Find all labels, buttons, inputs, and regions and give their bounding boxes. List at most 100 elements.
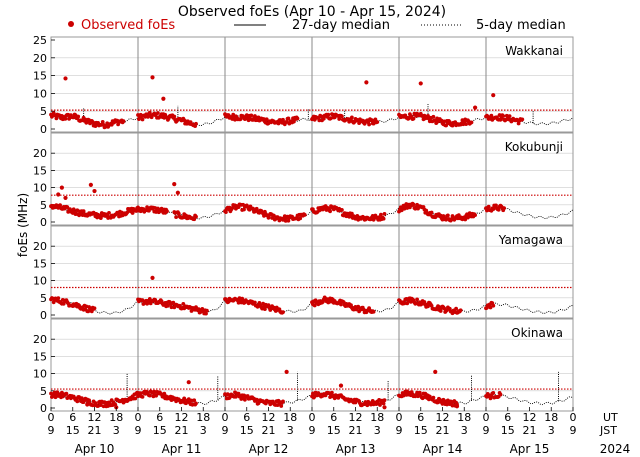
observed-point bbox=[330, 112, 335, 117]
observed-point bbox=[438, 309, 443, 313]
ut-label: UT bbox=[603, 411, 618, 424]
observed-outlier bbox=[338, 383, 344, 388]
observed-point bbox=[491, 391, 496, 395]
observed-point bbox=[54, 116, 59, 121]
observed-point bbox=[238, 117, 243, 122]
legend: Observed foEs 27-day median 5-day median bbox=[68, 18, 566, 33]
observed-outlier bbox=[473, 105, 478, 110]
x-tick-ut-label: 18 bbox=[544, 411, 558, 424]
station-label: Kokubunji bbox=[505, 140, 563, 154]
x-tick-ut-label: 18 bbox=[370, 411, 384, 424]
observed-point bbox=[196, 307, 201, 311]
observed-point bbox=[463, 217, 468, 222]
observed-outlier bbox=[186, 380, 191, 385]
y-tick-label: 5 bbox=[40, 105, 47, 118]
legend-5day-label: 5-day median bbox=[476, 18, 566, 33]
observed-outlier bbox=[150, 275, 155, 280]
x-tick-ut-label: 0 bbox=[483, 411, 490, 424]
x-tick-jst-label: 15 bbox=[240, 424, 254, 437]
panel-frame bbox=[50, 36, 574, 133]
observed-point bbox=[317, 118, 322, 123]
observed-point bbox=[256, 401, 261, 406]
x-tick-ut-label: 0 bbox=[48, 411, 55, 424]
year-label: 2024 bbox=[600, 442, 631, 456]
observed-point bbox=[133, 396, 138, 401]
observed-point bbox=[295, 116, 300, 121]
observed-point bbox=[382, 398, 387, 403]
observed-point bbox=[189, 398, 194, 403]
observed-outlier bbox=[63, 76, 68, 81]
observed-point bbox=[312, 303, 317, 308]
y-tick-label: 20 bbox=[33, 52, 47, 65]
observed-point bbox=[379, 212, 383, 217]
x-tick-ut-label: 18 bbox=[109, 411, 123, 424]
y-tick-label: 25 bbox=[33, 34, 47, 47]
x-tick-ut-label: 12 bbox=[262, 411, 276, 424]
x-tick-jst-label: 3 bbox=[374, 424, 381, 437]
station-label: Yamagawa bbox=[498, 233, 563, 247]
x-tick-jst-label: 21 bbox=[262, 424, 276, 437]
observed-point bbox=[371, 309, 376, 314]
y-tick-label: 0 bbox=[40, 216, 47, 229]
observed-outlier bbox=[56, 192, 61, 197]
observed-point bbox=[162, 391, 167, 396]
observed-point bbox=[341, 300, 346, 304]
y-tick-label: 15 bbox=[33, 70, 47, 83]
observed-outlier bbox=[175, 190, 180, 195]
panel-frame bbox=[50, 132, 574, 226]
x-tick-ut-label: 0 bbox=[396, 411, 403, 424]
x-tick-jst-label: 3 bbox=[461, 424, 468, 437]
y-tick-label: 15 bbox=[33, 164, 47, 177]
observed-point bbox=[75, 399, 80, 404]
x-tick-ut-label: 6 bbox=[243, 411, 250, 424]
observed-point bbox=[431, 114, 436, 119]
observed-point bbox=[227, 396, 232, 400]
observed-point bbox=[426, 304, 430, 309]
observed-point bbox=[491, 207, 496, 212]
x-tick-jst-label: 9 bbox=[483, 424, 490, 437]
observed-point bbox=[494, 203, 498, 208]
observed-point bbox=[367, 122, 371, 127]
x-tick-jst-label: 9 bbox=[309, 424, 316, 437]
observed-point bbox=[450, 403, 455, 408]
observed-point bbox=[107, 211, 111, 215]
observed-point bbox=[51, 300, 56, 305]
observed-outlier bbox=[161, 96, 166, 101]
y-tick-label: 5 bbox=[40, 385, 47, 398]
observed-point bbox=[230, 206, 235, 210]
observed-point bbox=[431, 395, 436, 400]
observed-point bbox=[350, 115, 354, 120]
observed-point bbox=[501, 114, 506, 118]
observed-point bbox=[204, 311, 208, 316]
observed-point bbox=[194, 401, 198, 406]
x-tick-jst-label: 15 bbox=[501, 424, 515, 437]
x-tick-jst-label: 3 bbox=[113, 424, 120, 437]
x-tick-ut-label: 6 bbox=[69, 411, 76, 424]
x-tick-jst-label: 15 bbox=[66, 424, 80, 437]
observed-point bbox=[381, 401, 386, 406]
observed-point bbox=[381, 216, 386, 221]
observed-point bbox=[172, 114, 177, 119]
panels: 0 5 10 15 20 25 Wakkanai 0 5 10 15 20 Kokubunji 0 5 10 1… bbox=[33, 34, 574, 415]
x-tick-ut-label: 12 bbox=[436, 411, 450, 424]
observed-point bbox=[402, 301, 407, 306]
x-tick-jst-label: 9 bbox=[222, 424, 229, 437]
observed-point bbox=[446, 213, 450, 218]
observed-point bbox=[81, 209, 86, 214]
x-tick-ut-label: 12 bbox=[88, 411, 102, 424]
observed-outlier bbox=[364, 80, 369, 85]
observed-outlier bbox=[418, 81, 423, 86]
observed-point bbox=[205, 308, 209, 313]
y-tick-label: 0 bbox=[40, 309, 47, 322]
x-tick-ut-label: 12 bbox=[523, 411, 537, 424]
observed-point bbox=[140, 395, 145, 399]
y-tick-label: 10 bbox=[33, 275, 47, 288]
observed-point bbox=[339, 302, 343, 307]
observed-outlier bbox=[150, 75, 155, 80]
observed-point bbox=[286, 116, 291, 121]
observed-point bbox=[507, 114, 512, 118]
x-tick-jst-label: 21 bbox=[88, 424, 102, 437]
observed-point bbox=[154, 210, 159, 214]
y-tick-label: 5 bbox=[40, 199, 47, 212]
